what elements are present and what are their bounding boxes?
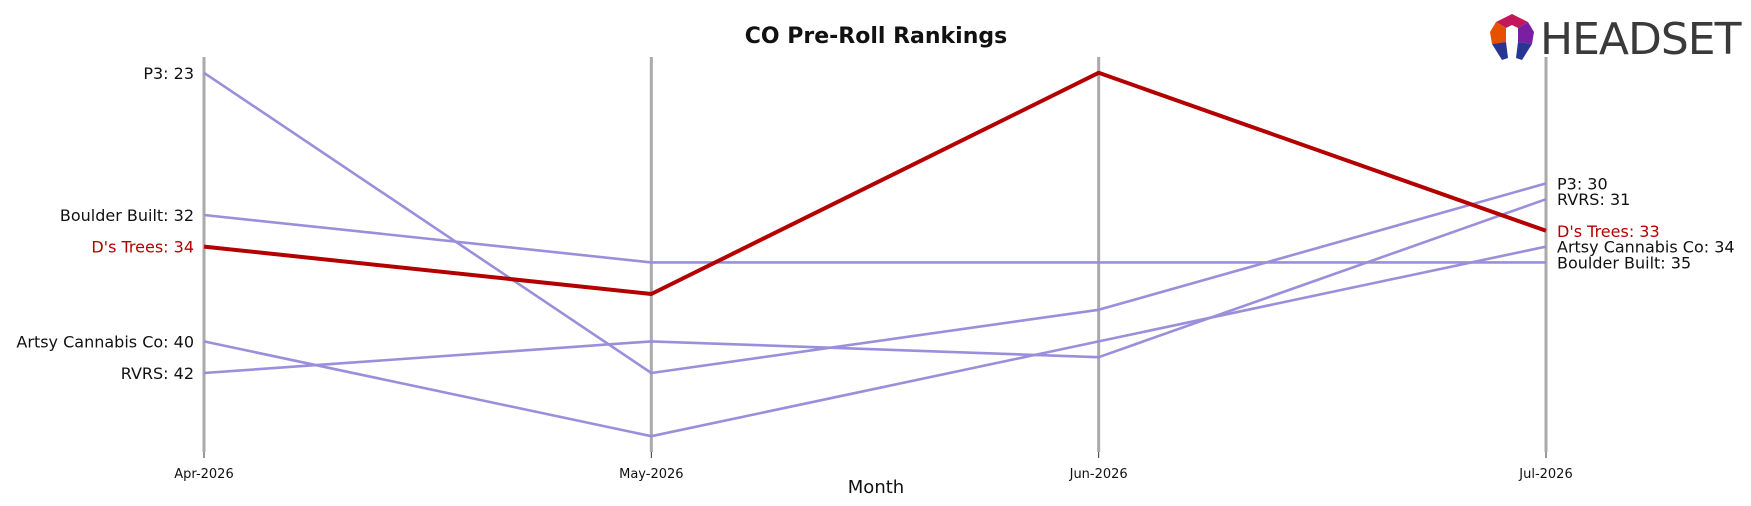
x-tick-label: May-2026: [619, 467, 683, 482]
chart-title: CO Pre-Roll Rankings: [745, 24, 1007, 49]
right-label-p3: P3: 30: [1557, 174, 1608, 193]
left-label-artsy-cannabis-co: Artsy Cannabis Co: 40: [16, 332, 194, 351]
series-line-d-s-trees: [203, 70, 1547, 296]
series-line-artsy-cannabis-co: [203, 245, 1547, 438]
left-label-p3: P3: 23: [143, 64, 194, 83]
right-label-artsy-cannabis-co: Artsy Cannabis Co: 34: [1557, 238, 1735, 257]
headset-logo: HEADSET: [1490, 14, 1743, 65]
series-line-rvrs: [203, 197, 1547, 375]
left-label-d-s-trees: D's Trees: 34: [91, 238, 194, 257]
series-line-p3: [203, 71, 1547, 375]
x-tick-label: Jun-2026: [1069, 467, 1128, 482]
right-label-boulder-built: Boulder Built: 35: [1557, 253, 1691, 272]
left-rank-labels: P3: 23 Boulder Built: 32 D's Trees: 34 Arts…: [16, 64, 194, 383]
left-label-rvrs: RVRS: 42: [121, 364, 194, 383]
x-tick-labels: Apr-2026 May-2026 Jun-2026 Jul-2026: [174, 467, 1572, 482]
left-label-boulder-built: Boulder Built: 32: [60, 206, 194, 225]
vertical-gridlines: [202, 57, 1548, 458]
right-label-d-s-trees: D's Trees: 33: [1557, 222, 1660, 241]
headset-logo-mark: [1490, 14, 1534, 60]
right-label-rvrs: RVRS: 31: [1557, 190, 1630, 209]
x-axis-label: Month: [848, 477, 904, 498]
headset-logo-text: HEADSET: [1540, 14, 1742, 65]
x-tick-label: Jul-2026: [1518, 467, 1572, 482]
series-lines: [203, 70, 1547, 438]
x-tick-label: Apr-2026: [174, 467, 233, 482]
series-line-boulder-built: [203, 213, 1546, 264]
